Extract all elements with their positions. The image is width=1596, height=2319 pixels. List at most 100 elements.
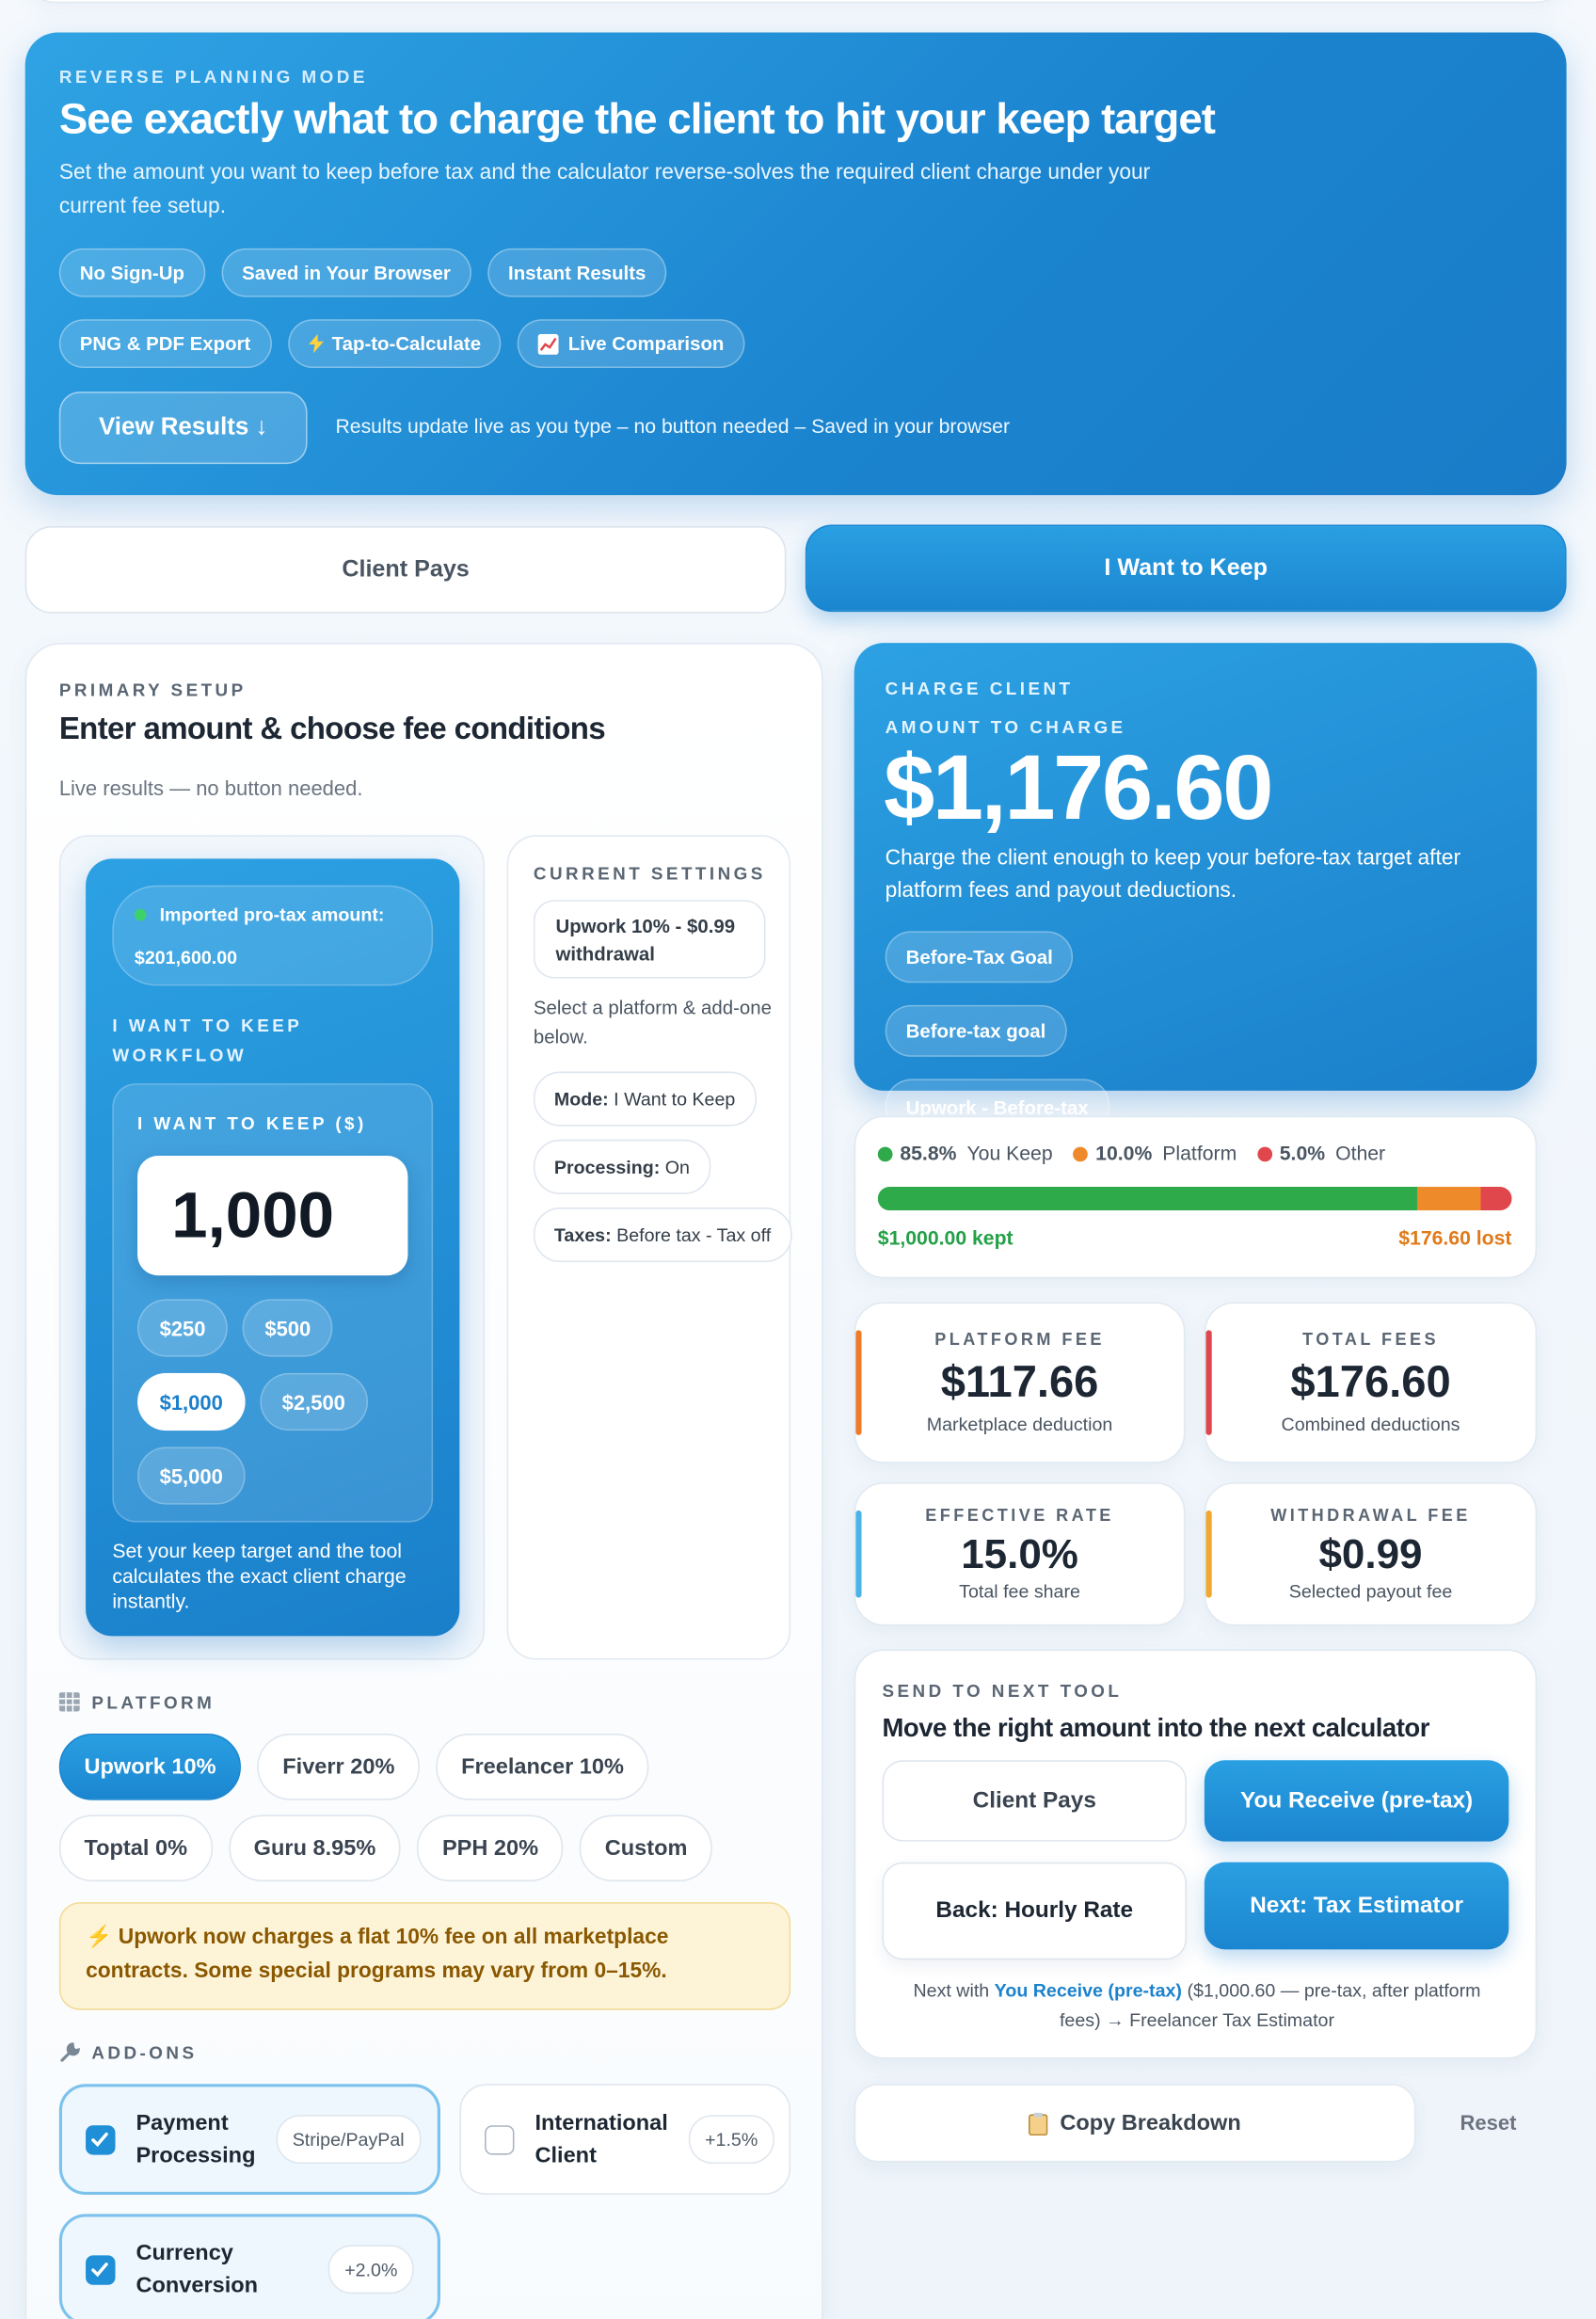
- stat-card: WITHDRAWAL FEE $0.99 Selected payout fee: [1204, 1482, 1538, 1626]
- addon-label: Currency Conversion: [136, 2239, 259, 2298]
- send-button[interactable]: You Receive (pre-tax): [1204, 1760, 1509, 1842]
- send-card: [854, 1649, 1538, 2059]
- note-link[interactable]: You Receive (pre-tax): [994, 1980, 1182, 2002]
- platform-chip[interactable]: Custom: [580, 1815, 713, 1882]
- addon-label: Payment Processing: [136, 2109, 256, 2167]
- preset-chip[interactable]: $2,500: [260, 1372, 368, 1431]
- stat-label: TOTAL FEES: [1302, 1331, 1439, 1350]
- copy-button[interactable]: Copy Breakdown: [854, 2084, 1416, 2163]
- platform-chip[interactable]: Upwork 10%: [58, 1734, 242, 1800]
- keep-input[interactable]: 1,000: [137, 1156, 408, 1276]
- result-description: Charge the client enough to keep your be…: [885, 846, 1461, 904]
- setting-pill: Processing: On: [533, 1139, 710, 1194]
- settings-hint: Select a platform & add-one below.: [533, 996, 772, 1048]
- stat-caption: Marketplace deduction: [926, 1414, 1113, 1435]
- preset-chip[interactable]: $5,000: [137, 1447, 246, 1505]
- hero-badges: No Sign-Up Saved in Your Browser Instant…: [58, 248, 886, 369]
- wrench-icon: [60, 2042, 80, 2062]
- legend-value: 85.8%: [900, 1142, 957, 1165]
- previous-card: [24, 0, 1567, 4]
- send-button[interactable]: Next: Tax Estimator: [1204, 1862, 1509, 1950]
- legend-dot: [877, 1145, 893, 1161]
- mode-tab[interactable]: Client Pays: [24, 526, 787, 614]
- stat-accent: [1205, 1330, 1212, 1435]
- imported-value: $201,600.00: [134, 947, 238, 968]
- view-results-button[interactable]: View Results ↓: [58, 392, 308, 465]
- copy-label: Copy Breakdown: [1060, 2110, 1241, 2136]
- addon-tag: Stripe/PayPal: [276, 2115, 421, 2165]
- result-label: AMOUNT TO CHARGE: [885, 716, 1126, 738]
- checkbox[interactable]: [86, 2254, 116, 2285]
- stat-caption: Combined deductions: [1281, 1414, 1460, 1435]
- stat-accent: [855, 1330, 862, 1435]
- lost-label: $176.60 lost: [1398, 1226, 1512, 1249]
- addon-label: International Client: [535, 2109, 668, 2167]
- legend-value: 5.0%: [1279, 1142, 1326, 1165]
- preset-chip[interactable]: $250: [137, 1299, 229, 1357]
- platform-chip[interactable]: PPH 20%: [417, 1815, 564, 1882]
- checkbox[interactable]: [86, 2124, 116, 2154]
- settings-title: CURRENT SETTINGS: [533, 863, 766, 885]
- send-title: Move the right amount into the next calc…: [882, 1713, 1430, 1743]
- stat-accent: [1205, 1510, 1212, 1598]
- addon-card[interactable]: International Client +1.5%: [459, 2084, 791, 2195]
- preset-list: $250 $500 $1,000 $2,500 $5,000: [137, 1299, 407, 1505]
- legend-dot: [1257, 1145, 1272, 1161]
- badge: No Sign-Up: [58, 248, 205, 297]
- platform-chip[interactable]: Fiverr 20%: [257, 1734, 421, 1800]
- settings-platform: Upwork 10% - $0.99 withdrawal: [533, 900, 766, 979]
- send-eyebrow: SEND TO NEXT TOOL: [882, 1680, 1123, 1702]
- breakdown-bar: [877, 1187, 1512, 1211]
- setting-key: Processing:: [553, 1156, 661, 1177]
- legend-name: Platform: [1162, 1142, 1237, 1165]
- badge: Tap-to-Calculate: [287, 319, 503, 369]
- reset-button[interactable]: Reset: [1460, 2110, 1517, 2135]
- addon-card[interactable]: Currency Conversion +2.0%: [58, 2214, 440, 2319]
- bar-segment: [1480, 1187, 1512, 1211]
- note-prefix: Next with: [913, 1980, 990, 2002]
- legend-value: 10.0%: [1095, 1142, 1153, 1165]
- stat-value: $117.66: [940, 1358, 1099, 1407]
- breakdown-legend: 85.8% You Keep 10.0% Platform 5.0% Other: [877, 1142, 1385, 1165]
- imported-pill: [112, 885, 434, 986]
- legend-item: 10.0% Platform: [1073, 1142, 1237, 1165]
- setting-value: Before tax - Tax off: [616, 1224, 772, 1246]
- chart-icon: [538, 333, 560, 355]
- send-button[interactable]: Back: Hourly Rate: [882, 1862, 1188, 1960]
- platform-chip[interactable]: Freelancer 10%: [436, 1734, 649, 1800]
- hero-note: Results update live as you type – no but…: [335, 415, 1011, 438]
- stat-value: $0.99: [1318, 1530, 1423, 1577]
- send-button[interactable]: Client Pays: [882, 1760, 1188, 1842]
- badge: Saved in Your Browser: [221, 248, 471, 297]
- legend-dot: [1073, 1145, 1089, 1161]
- stat-label: PLATFORM FEE: [934, 1331, 1105, 1350]
- stat-label: EFFECTIVE RATE: [925, 1507, 1114, 1526]
- platform-title: PLATFORM: [91, 1692, 215, 1714]
- addon-card[interactable]: Payment Processing Stripe/PayPal: [58, 2084, 440, 2195]
- stat-accent: [855, 1510, 862, 1598]
- clipboard-icon: [1029, 2112, 1048, 2135]
- send-note: Next with You Receive (pre-tax) ($1,000.…: [894, 1976, 1500, 2036]
- addon-tag: +2.0%: [327, 2245, 414, 2295]
- result-card: [854, 643, 1538, 1091]
- platform-chip[interactable]: Toptal 0%: [58, 1815, 213, 1882]
- addons-title: ADD-ONS: [91, 2042, 198, 2064]
- setup-title: Enter amount & choose fee conditions: [58, 712, 606, 747]
- check-mark: [91, 2262, 108, 2277]
- setting-pill: Taxes: Before tax - Tax off: [533, 1207, 792, 1263]
- status-dot: [134, 908, 147, 921]
- bar-segment: [877, 1187, 1418, 1211]
- preset-chip[interactable]: $1,000: [137, 1372, 246, 1431]
- addon-tag: +1.5%: [688, 2115, 774, 2165]
- checkbox[interactable]: [485, 2124, 515, 2154]
- setting-value: I Want to Keep: [614, 1088, 736, 1110]
- preset-chip[interactable]: $500: [242, 1299, 333, 1357]
- setup-eyebrow: PRIMARY SETUP: [58, 680, 247, 701]
- mode-tab[interactable]: I Want to Keep: [805, 524, 1567, 613]
- stat-card: EFFECTIVE RATE 15.0% Total fee share: [854, 1482, 1186, 1626]
- hero-description: Set the amount you want to keep before t…: [58, 161, 1151, 219]
- platform-chip[interactable]: Guru 8.95%: [228, 1815, 401, 1882]
- stat-value: 15.0%: [961, 1530, 1078, 1577]
- check-mark: [91, 2132, 108, 2147]
